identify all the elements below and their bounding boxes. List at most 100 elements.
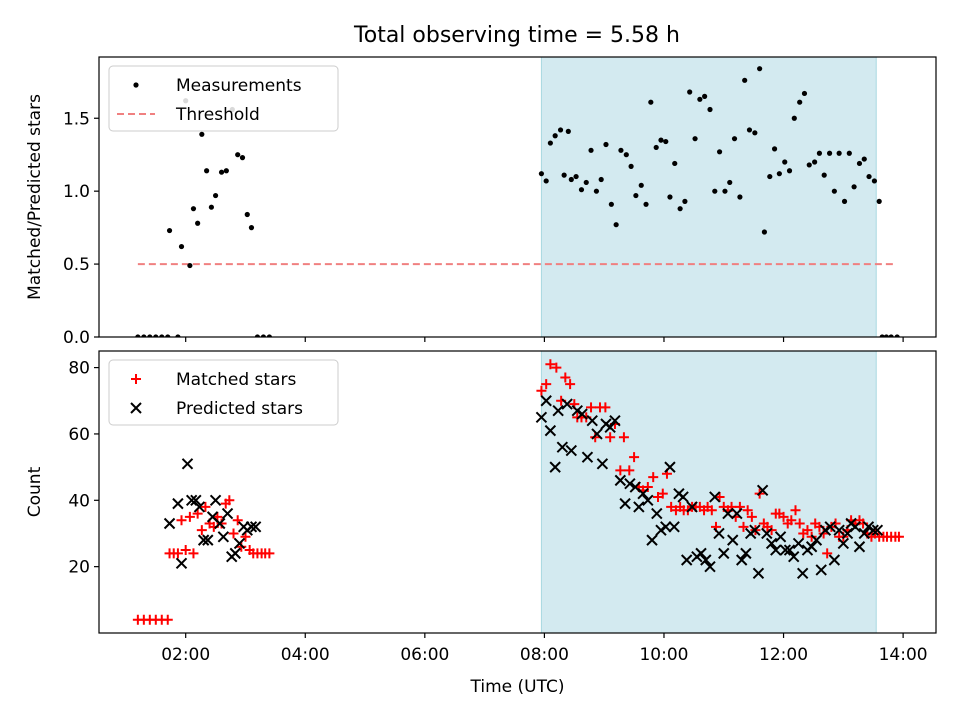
- predicted-point: [214, 517, 226, 530]
- predicted-point: [651, 507, 663, 520]
- measurement-point: [573, 173, 579, 180]
- matched-point: [766, 525, 777, 536]
- legend-x-icon: [130, 402, 142, 414]
- measurement-point: [561, 172, 567, 178]
- predicted-point: [680, 554, 693, 566]
- y-axis-label: Matched/Predicted stars: [25, 94, 45, 300]
- measurement-point: [239, 155, 246, 161]
- predicted-point: [871, 524, 884, 536]
- predicted-point: [815, 564, 827, 576]
- matched-point: [224, 495, 235, 506]
- predicted-point: [209, 494, 222, 507]
- measurement-point: [707, 106, 713, 113]
- matched-point: [192, 508, 203, 519]
- predicted-point: [646, 534, 658, 546]
- measurement-point: [266, 334, 272, 337]
- measurement-point: [204, 168, 210, 174]
- matched-point: [264, 548, 275, 559]
- measurement-point: [722, 188, 728, 194]
- y-tick-label: 1.0: [63, 182, 90, 202]
- predicted-point: [581, 451, 594, 463]
- measurement-point: [633, 192, 639, 199]
- measurement-point: [588, 147, 594, 153]
- x-tick-label: 04:00: [281, 645, 330, 665]
- predicted-point: [735, 554, 748, 566]
- predicted-point: [193, 501, 206, 513]
- predicted-point: [828, 554, 841, 566]
- measurement-point: [879, 334, 885, 337]
- matched-point: [642, 482, 653, 493]
- predicted-point: [576, 408, 588, 420]
- measurement-point: [547, 140, 553, 146]
- measurement-point: [786, 168, 793, 174]
- matched-point: [618, 432, 629, 443]
- measurement-point: [851, 184, 857, 190]
- measurement-point: [888, 334, 894, 337]
- measurement-point: [682, 198, 688, 204]
- matched-point: [714, 491, 725, 502]
- matched-point: [790, 505, 801, 516]
- measurement-point: [608, 201, 614, 207]
- predicted-point: [837, 537, 850, 550]
- predicted-point: [660, 521, 672, 533]
- predicted-point: [229, 547, 242, 560]
- measurement-point: [672, 160, 678, 167]
- predicted-point: [700, 554, 712, 566]
- measurement-point: [658, 137, 664, 143]
- predicted-point: [783, 544, 796, 556]
- x-tick-label: 12:00: [759, 645, 808, 665]
- measurement-point: [692, 136, 698, 142]
- matched-point: [794, 518, 805, 529]
- ratio-panel: 0.0 0.5 1.0 1.5 Matched/Predicted stars Measu…: [25, 56, 937, 348]
- predicted-point: [740, 547, 752, 560]
- predicted-point: [756, 484, 769, 497]
- predicted-point: [709, 491, 721, 503]
- x-tick-label: 02:00: [161, 645, 210, 665]
- matched-point: [706, 505, 717, 516]
- predicted-point: [770, 544, 782, 556]
- measurement-point: [187, 262, 193, 269]
- predicted-point: [752, 567, 765, 579]
- predicted-point: [596, 458, 609, 470]
- predicted-point: [668, 521, 680, 533]
- measurement-point: [208, 204, 214, 210]
- measurement-point: [628, 163, 634, 169]
- predicted-point: [217, 531, 230, 543]
- matched-point: [176, 515, 187, 526]
- predicted-point: [642, 494, 654, 507]
- measurement-point: [761, 229, 768, 235]
- legend-box: [108, 359, 339, 426]
- predicted-point: [727, 534, 739, 546]
- predicted-point: [824, 521, 836, 533]
- measurement-point: [598, 176, 604, 183]
- matched-point: [657, 488, 668, 499]
- chart-title: Total observing time = 5.58 h: [353, 23, 680, 48]
- measurement-point: [613, 222, 619, 228]
- measurement-point: [178, 243, 185, 250]
- predicted-point: [718, 547, 730, 560]
- measurement-point: [538, 171, 545, 177]
- matched-point: [560, 372, 571, 383]
- matched-point: [605, 432, 616, 443]
- measurement-point: [260, 334, 267, 337]
- measurement-point: [876, 198, 882, 204]
- x-axis-label: Time (UTC): [470, 677, 565, 697]
- predicted-point: [633, 501, 645, 513]
- y-tick-label: 40: [68, 491, 90, 511]
- measurement-point: [254, 334, 261, 337]
- plot-area: [135, 66, 900, 337]
- matched-point: [172, 548, 183, 559]
- y-tick-label: 80: [68, 359, 90, 379]
- matched-point: [624, 465, 635, 476]
- predicted-point: [175, 557, 188, 570]
- legend: Measurements Threshold: [108, 65, 339, 132]
- predicted-point: [571, 405, 583, 417]
- matched-point: [565, 379, 576, 390]
- predicted-point: [591, 428, 603, 440]
- predicted-point: [686, 501, 698, 513]
- predicted-point: [586, 414, 598, 427]
- x-tick-label: 08:00: [520, 645, 569, 665]
- measurement-point: [767, 173, 773, 180]
- legend: Matched stars Predicted stars: [108, 359, 339, 426]
- predicted-point: [549, 461, 561, 473]
